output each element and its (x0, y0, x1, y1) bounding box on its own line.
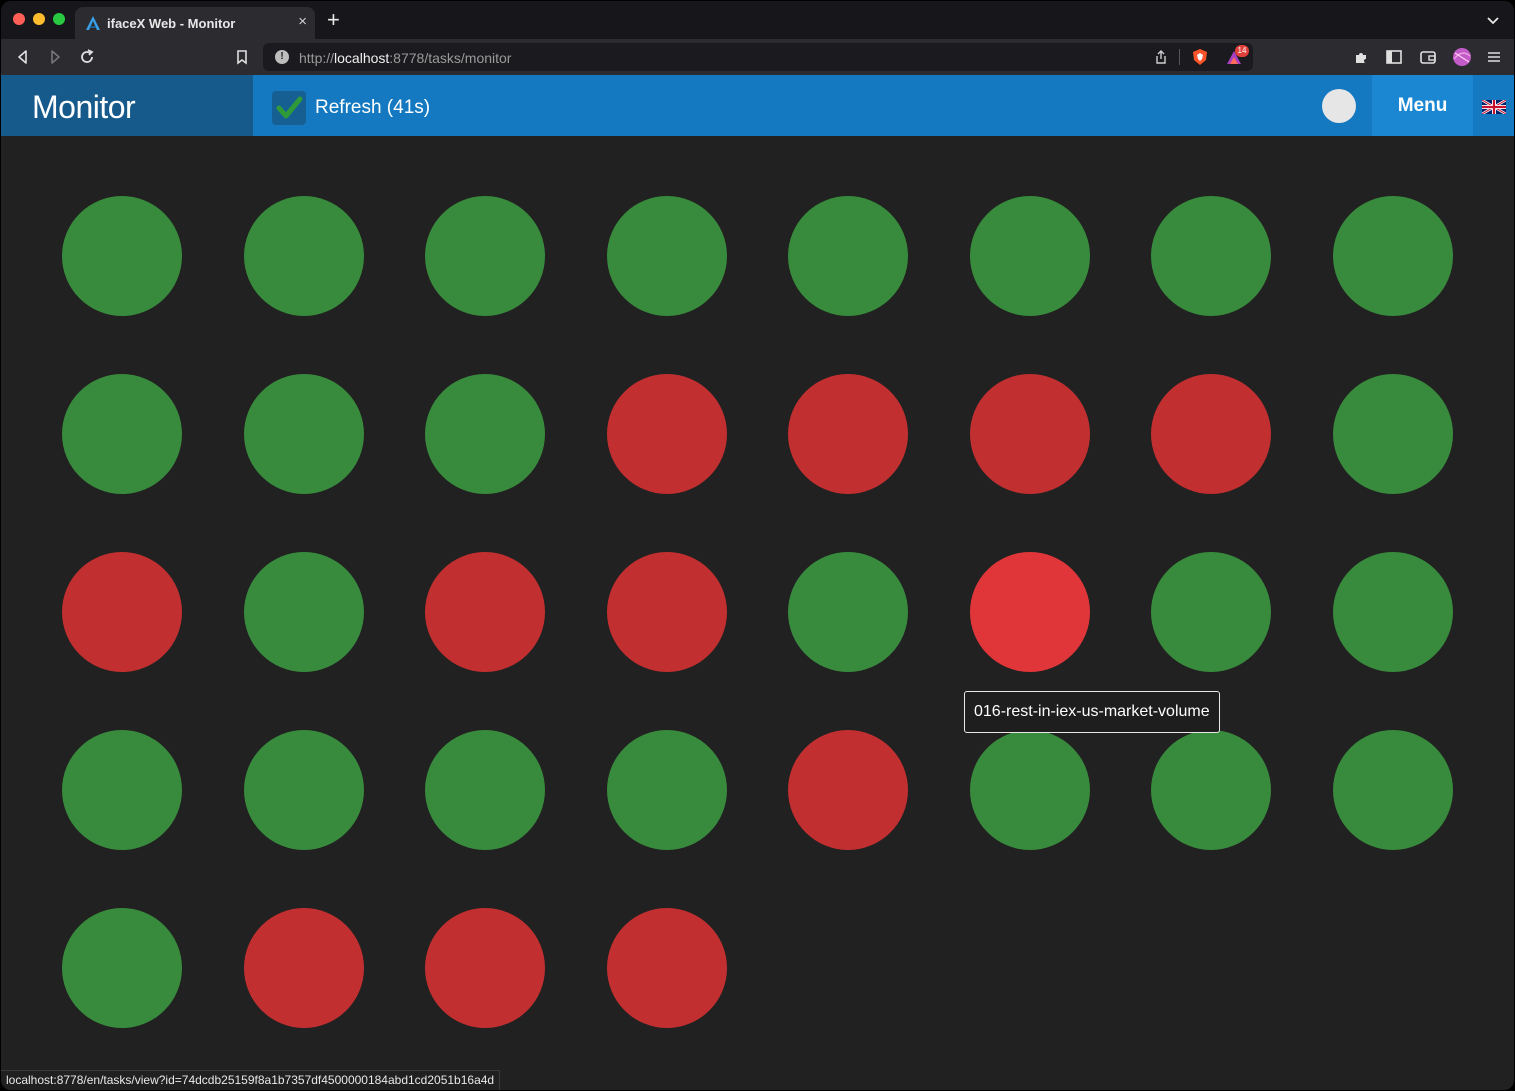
task-status-dot[interactable] (62, 374, 182, 494)
task-status-dot[interactable] (606, 374, 727, 494)
profile-icon[interactable] (1452, 47, 1472, 67)
checkmark-icon (276, 96, 303, 119)
task-status-dot[interactable] (1332, 374, 1453, 494)
task-status-dot[interactable] (62, 196, 182, 316)
task-status-dot[interactable] (606, 908, 727, 1028)
task-status-dot[interactable] (243, 730, 364, 850)
task-status-dot[interactable] (969, 730, 1090, 850)
task-status-dot[interactable] (788, 374, 908, 494)
task-status-dot[interactable] (1151, 730, 1271, 850)
page-title: Monitor (32, 89, 136, 125)
refresh-label[interactable]: Refresh (41s) (315, 97, 431, 118)
reload-icon[interactable] (77, 47, 97, 67)
tab-dropdown-icon[interactable] (1486, 13, 1500, 27)
connection-status-indicator (1322, 89, 1356, 123)
task-status-dot[interactable] (62, 730, 182, 850)
task-tooltip: 016-rest-in-iex-us-market-volume (964, 691, 1220, 733)
task-status-dot[interactable] (1151, 552, 1271, 672)
app-header: Monitor Refresh (41s) Menu (1, 75, 1514, 136)
task-status-dot[interactable] (969, 196, 1090, 316)
brave-rewards-icon[interactable] (1225, 48, 1247, 66)
bookmark-icon[interactable] (232, 47, 252, 67)
navigation-bar: ! http://localhost:8778/tasks/monitor 14 (1, 39, 1514, 75)
task-status-dot[interactable] (969, 374, 1090, 494)
address-bar[interactable]: ! http://localhost:8778/tasks/monitor 14 (263, 43, 1253, 71)
task-status-dot[interactable] (243, 552, 364, 672)
wallet-icon[interactable] (1418, 47, 1438, 67)
task-status-dot[interactable] (425, 552, 545, 672)
url-scheme: http:// (299, 50, 335, 66)
task-status-dot[interactable] (243, 374, 364, 494)
browser-tab[interactable]: ifaceX Web - Monitor × (75, 7, 315, 39)
task-status-dot[interactable] (1151, 374, 1271, 494)
forward-icon[interactable] (45, 47, 65, 67)
task-status-dot[interactable] (606, 196, 727, 316)
status-bar-url: localhost:8778/en/tasks/view?id=74dcdb25… (1, 1070, 501, 1090)
tab-bar: ifaceX Web - Monitor × + (1, 1, 1514, 39)
brave-shield-icon[interactable] (1191, 48, 1209, 66)
task-status-dot[interactable] (62, 552, 182, 672)
task-status-dot[interactable] (425, 374, 545, 494)
extensions-icon[interactable] (1351, 47, 1371, 67)
url-host: localhost (334, 50, 390, 66)
divider (1179, 49, 1180, 65)
tab-title: ifaceX Web - Monitor (107, 16, 236, 31)
task-monitor-grid (1, 136, 1514, 1068)
menu-icon[interactable] (1484, 47, 1504, 67)
task-status-dot[interactable] (243, 196, 364, 316)
task-status-dot[interactable] (1332, 196, 1453, 316)
tab-close-icon[interactable]: × (298, 13, 307, 30)
menu-button[interactable]: Menu (1372, 75, 1473, 136)
task-status-dot[interactable] (606, 552, 727, 672)
url-text[interactable]: http://localhost:8778/tasks/monitor (299, 50, 511, 66)
task-status-dot[interactable] (425, 196, 545, 316)
brand-area: Monitor (1, 75, 253, 136)
task-status-dot[interactable] (788, 552, 908, 672)
refresh-checkbox[interactable] (272, 91, 306, 125)
window-close-button[interactable] (13, 13, 25, 25)
task-status-dot[interactable] (1332, 552, 1453, 672)
task-status-dot[interactable] (788, 196, 908, 316)
task-status-dot[interactable] (62, 908, 182, 1028)
sidebar-icon[interactable] (1384, 47, 1404, 67)
uk-flag-icon[interactable] (1482, 100, 1506, 114)
info-icon[interactable]: ! (275, 50, 289, 64)
task-status-dot[interactable] (425, 908, 545, 1028)
window-minimize-button[interactable] (33, 13, 45, 25)
window-maximize-button[interactable] (53, 13, 65, 25)
url-path: :8778/tasks/monitor (389, 50, 512, 66)
task-status-dot[interactable] (243, 908, 364, 1028)
task-status-dot[interactable] (1151, 196, 1271, 316)
task-status-dot[interactable] (425, 730, 545, 850)
task-status-dot[interactable] (788, 730, 908, 850)
back-icon[interactable] (13, 47, 33, 67)
share-icon[interactable] (1153, 49, 1169, 65)
ifacex-favicon-icon (86, 16, 100, 30)
task-status-dot[interactable] (969, 552, 1090, 672)
rewards-badge: 14 (1235, 45, 1249, 57)
new-tab-button[interactable]: + (327, 7, 340, 32)
task-status-dot[interactable] (1332, 730, 1453, 850)
task-status-dot[interactable] (606, 730, 727, 850)
